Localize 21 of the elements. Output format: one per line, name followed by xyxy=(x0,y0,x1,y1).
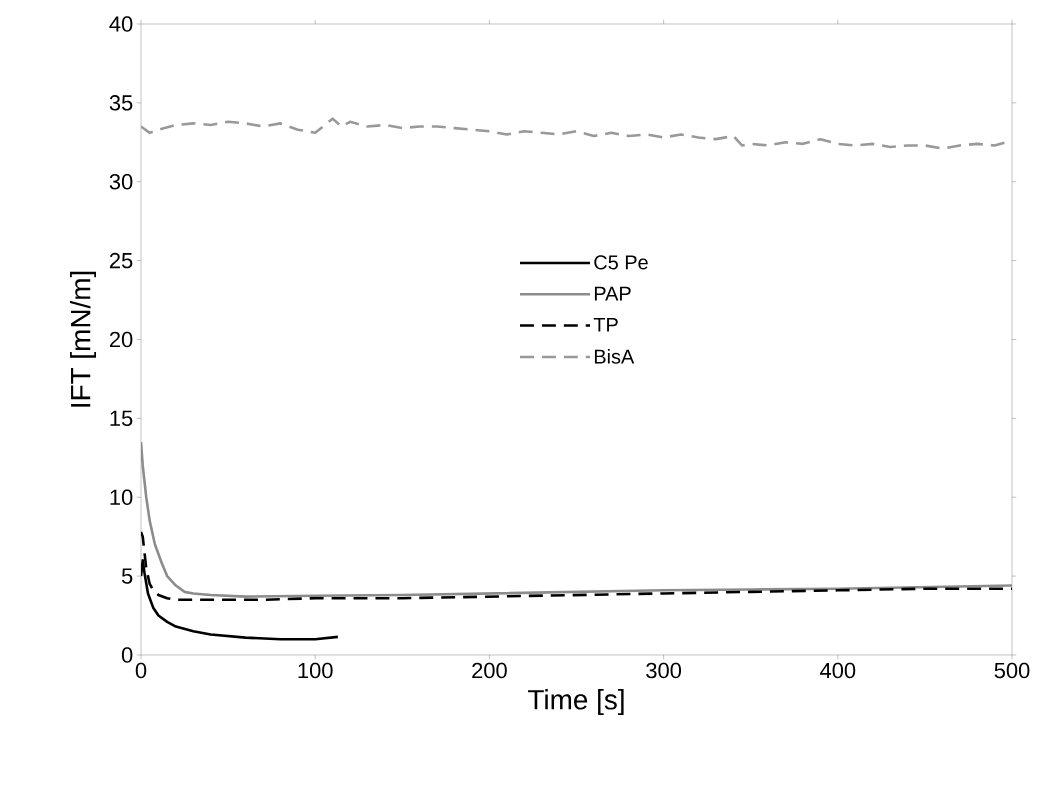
y-tick-label: 25 xyxy=(109,252,133,269)
x-axis-title: Time [s] xyxy=(528,689,624,716)
y-tick-label: 15 xyxy=(110,410,133,427)
legend-label: TP xyxy=(593,317,618,332)
y-tick-label: 20 xyxy=(109,331,133,348)
x-tick-label: 0 xyxy=(135,662,147,679)
legend-label: BisA xyxy=(594,349,635,364)
x-tick-label: 300 xyxy=(646,662,682,679)
y-tick-label: 0 xyxy=(121,647,133,663)
y-tick-label: 5 xyxy=(121,568,133,584)
y-tick-label: 30 xyxy=(109,173,133,190)
y-tick-label: 10 xyxy=(110,489,133,505)
y-tick-label: 35 xyxy=(109,95,133,111)
x-tick-label: 200 xyxy=(472,662,507,679)
x-tick-label: 400 xyxy=(820,662,856,679)
y-axis-title: IFT [mN/m] xyxy=(70,271,97,407)
legend-label: PAP xyxy=(594,286,631,301)
x-tick-label: 100 xyxy=(298,662,333,679)
legend-label: C5 Pe xyxy=(594,255,648,270)
y-tick-label: 40 xyxy=(109,16,133,32)
x-tick-label: 500 xyxy=(994,662,1030,679)
